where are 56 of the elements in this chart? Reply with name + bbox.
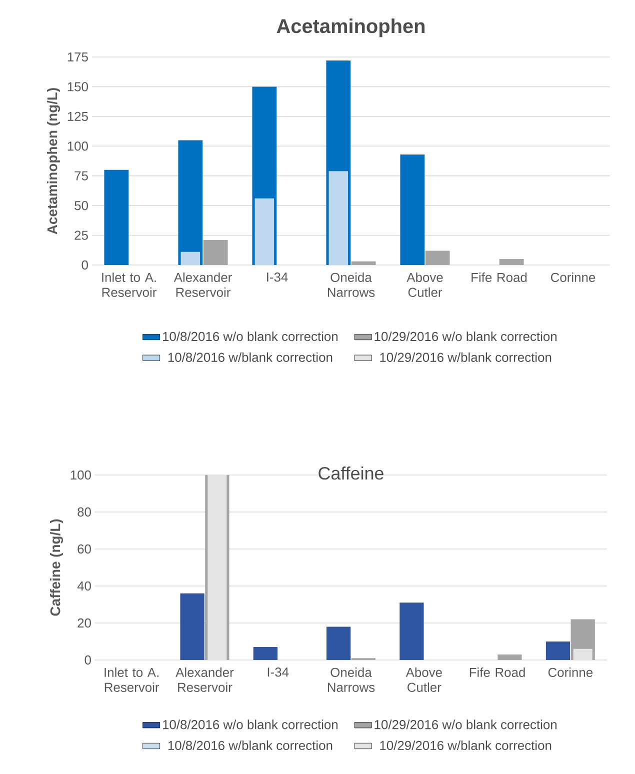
bar xyxy=(254,198,274,265)
x-tick-label: Inlet to A. Reservoir xyxy=(104,668,160,692)
y-tick-label: 75 xyxy=(74,171,88,180)
y-tick-label: 20 xyxy=(78,618,91,628)
x-tick-label: Alexander Reservoir xyxy=(174,272,232,297)
bar xyxy=(203,240,228,265)
bar xyxy=(328,171,348,265)
bar xyxy=(400,154,425,265)
legend-label: 10/29/2016 w/blank correction xyxy=(380,352,552,362)
x-tick-label: Above Cutler xyxy=(406,668,442,692)
y-tick-label: 175 xyxy=(68,52,88,62)
y-tick-label: 25 xyxy=(74,230,88,240)
chart-title: Caffeine xyxy=(318,466,384,480)
y-tick-label: 40 xyxy=(77,581,91,591)
bar xyxy=(400,602,424,660)
legend-label: 10/8/2016 w/o blank correction xyxy=(162,720,338,730)
y-tick-label: 100 xyxy=(68,142,88,151)
bar xyxy=(351,261,376,265)
bar xyxy=(425,250,450,265)
y-axis-title: Caffeine (ng/L) xyxy=(50,519,64,616)
legend-label: 10/8/2016 w/o blank correction xyxy=(162,332,338,342)
x-tick-label: Fife Road xyxy=(472,272,527,282)
bar xyxy=(178,140,203,265)
bar xyxy=(253,647,278,660)
x-tick-label: Oneida Narrows xyxy=(328,668,375,692)
x-tick-label: I-34 xyxy=(267,272,288,282)
y-tick-label: 125 xyxy=(68,112,88,122)
chart-title: Acetaminophen xyxy=(276,18,424,38)
y-tick-label: 150 xyxy=(68,82,88,92)
y-axis-title: Acetaminophen (ng/L) xyxy=(46,88,60,234)
x-tick-label: Alexander Reservoir xyxy=(176,668,234,692)
bar xyxy=(180,252,200,265)
x-tick-label: Oneida Narrows xyxy=(328,272,375,297)
legend-label: 10/8/2016 w/blank correction xyxy=(168,740,332,750)
bar xyxy=(546,641,570,660)
bar xyxy=(498,654,522,660)
y-tick-label: 100 xyxy=(70,470,91,480)
x-tick-label: I-34 xyxy=(268,668,289,677)
bar xyxy=(180,593,204,660)
x-tick-label: Above Cutler xyxy=(406,272,443,297)
x-tick-label: Corinne xyxy=(550,272,596,282)
y-tick-label: 80 xyxy=(78,507,91,517)
x-tick-label: Inlet to A. Reservoir xyxy=(102,272,156,297)
legend-label: 10/8/2016 w/blank correction xyxy=(168,352,332,362)
y-tick-label: 50 xyxy=(74,200,88,210)
y-tick-label: 60 xyxy=(78,544,91,554)
legend-label: 10/29/2016 w/o blank correction xyxy=(374,720,557,730)
legend-label: 10/29/2016 w/o blank correction xyxy=(374,332,557,342)
x-tick-label: Corinne xyxy=(548,668,593,678)
bar xyxy=(104,170,129,265)
bar xyxy=(499,259,524,265)
bar xyxy=(326,626,351,660)
y-tick-label: 0 xyxy=(84,655,91,665)
x-tick-label: Fife Road xyxy=(470,668,525,678)
y-tick-label: 0 xyxy=(82,260,88,270)
legend-label: 10/29/2016 w/blank correction xyxy=(380,740,552,750)
